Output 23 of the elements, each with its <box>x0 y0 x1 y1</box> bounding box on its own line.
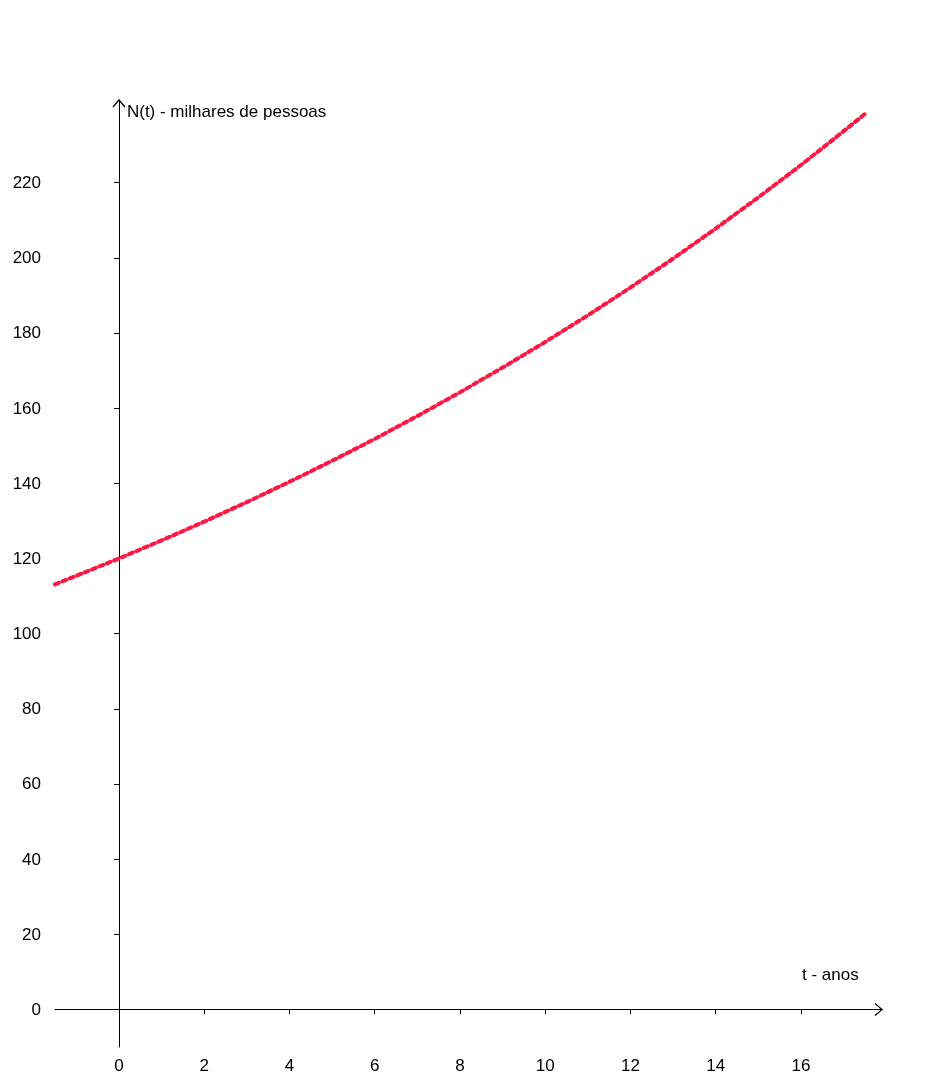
y-tick-label: 180 <box>12 323 41 343</box>
y-tick-label: 140 <box>12 473 41 493</box>
x-tick-label: 4 <box>284 1056 295 1074</box>
x-tick-label: 6 <box>369 1056 380 1074</box>
y-tick-label: 0 <box>31 999 41 1019</box>
x-tick-label: 14 <box>706 1056 726 1074</box>
x-tick-label: 8 <box>455 1056 465 1074</box>
y-tick-label: 40 <box>22 849 41 869</box>
x-tick-label: 10 <box>535 1056 555 1074</box>
x-axis-title: t - anos <box>802 965 859 985</box>
y-tick-label: 20 <box>22 924 41 944</box>
x-tick-label: 0 <box>114 1056 124 1074</box>
x-tick-label: 16 <box>791 1056 811 1074</box>
y-tick-label: 160 <box>12 398 41 418</box>
y-tick-label: 80 <box>22 699 41 719</box>
y-tick-label: 120 <box>12 548 41 568</box>
x-tick-label: 12 <box>621 1056 640 1074</box>
y-axis-title: N(t) - milhares de pessoas <box>126 102 327 121</box>
y-tick-label: 220 <box>12 173 41 193</box>
y-tick-label: 100 <box>12 624 41 644</box>
x-tick-label: 2 <box>199 1056 209 1074</box>
y-tick-label: 200 <box>12 248 41 268</box>
y-tick-label: 60 <box>22 774 41 794</box>
